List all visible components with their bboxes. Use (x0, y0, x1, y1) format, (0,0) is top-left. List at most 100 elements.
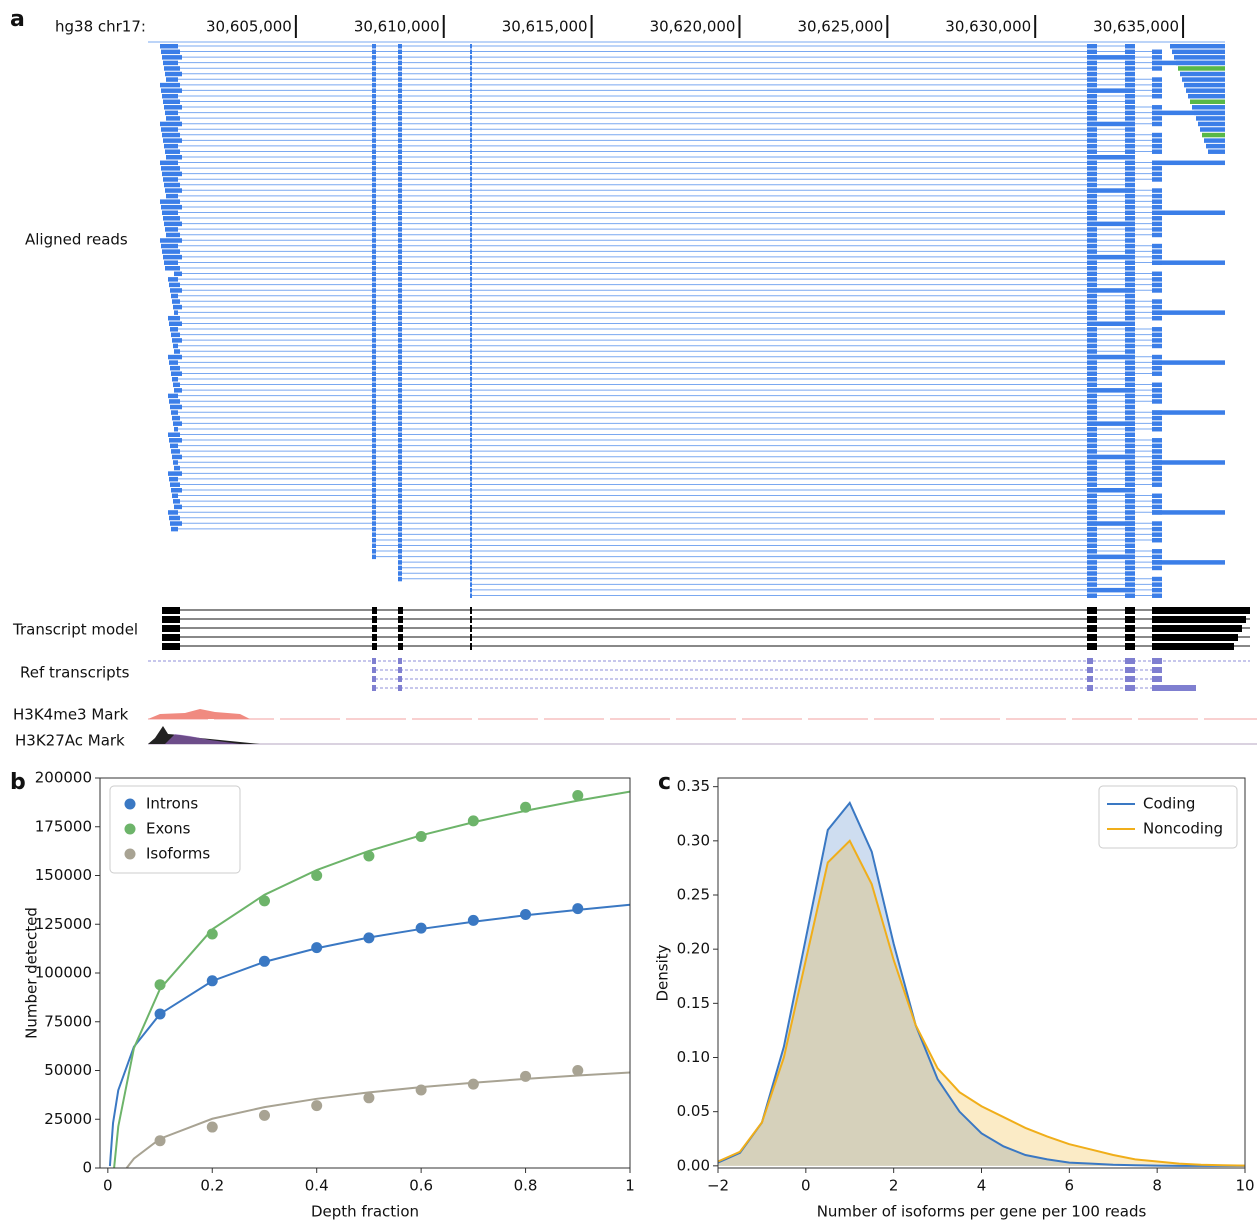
read-exon (398, 255, 402, 260)
read-exon (398, 183, 402, 188)
read-exon (170, 405, 182, 410)
read-exon (398, 577, 402, 582)
read-exon (161, 127, 178, 132)
read-exon (1198, 122, 1225, 127)
read-exon (1152, 133, 1162, 138)
legend-label: Isoforms (146, 845, 210, 863)
read-exon (398, 505, 402, 510)
tm-exon (162, 616, 180, 623)
read-exon (398, 405, 402, 410)
read-exon (1087, 433, 1097, 438)
read-exon (171, 333, 180, 338)
read-exon (1125, 294, 1135, 299)
read-exon (1152, 277, 1162, 282)
read-exon (470, 394, 472, 399)
read-exon (1125, 111, 1135, 116)
read-exon (1087, 233, 1097, 238)
read-exon (398, 133, 402, 138)
read-exon (372, 299, 376, 304)
tm-exon (372, 616, 377, 623)
read-exon (169, 283, 180, 288)
read-exon (166, 194, 178, 199)
read-exon (1125, 266, 1135, 271)
read-exon (1196, 116, 1225, 121)
read-exon (1200, 127, 1225, 132)
read-exon (470, 566, 472, 571)
legend-label: Introns (146, 795, 198, 813)
read-exon (372, 499, 376, 504)
read-exon (1087, 211, 1097, 216)
read-exon (470, 166, 472, 171)
read-exon (1125, 482, 1135, 487)
read-exon (398, 238, 402, 243)
read-exon (1152, 383, 1162, 388)
read-exon (398, 161, 402, 166)
read-exon (470, 188, 472, 193)
read-exon (398, 50, 402, 55)
read-exon (470, 344, 472, 349)
read-exon (1087, 188, 1135, 193)
ref-exon (1087, 667, 1093, 673)
read-exon (1087, 260, 1097, 265)
read-exon (1087, 299, 1097, 304)
data-point (468, 915, 479, 926)
read-exon (1152, 310, 1225, 315)
read-exon (1087, 405, 1097, 410)
x-tick-label: 30,630,000 (945, 18, 1031, 36)
read-exon (1087, 516, 1097, 521)
read-exon (470, 327, 472, 332)
data-point (207, 1122, 218, 1133)
legend-marker (125, 849, 136, 860)
ref-exon (1152, 667, 1162, 673)
read-exon (1087, 544, 1097, 549)
ref-exon (398, 685, 402, 691)
read-exon (163, 177, 178, 182)
read-exon (372, 105, 376, 110)
read-exon (372, 255, 376, 260)
read-exon (470, 471, 472, 476)
read-exon (1087, 494, 1097, 499)
read-exon (1125, 249, 1135, 254)
x-tick-label: 8 (1152, 1177, 1162, 1195)
read-exon (1186, 88, 1225, 93)
read-exon (165, 111, 178, 116)
read-exon (1152, 338, 1162, 343)
tm-exon (1125, 616, 1135, 623)
read-exon (1152, 272, 1162, 277)
data-point (416, 923, 427, 934)
y-tick-label: 150000 (35, 866, 92, 884)
read-exon (372, 527, 376, 532)
read-exon (470, 366, 472, 371)
read-exon (470, 155, 472, 160)
data-point (311, 870, 322, 881)
read-exon (1125, 244, 1135, 249)
read-exon (1125, 161, 1135, 166)
read-exon (169, 360, 178, 365)
read-exon (168, 433, 180, 438)
read-exon (470, 577, 472, 582)
read-exon (470, 555, 472, 560)
y-tick-label: 0.25 (677, 886, 710, 904)
read-exon (372, 455, 376, 460)
tm-exon (162, 643, 180, 650)
read-exon (1152, 588, 1162, 593)
read-exon (470, 288, 472, 293)
read-exon (1087, 322, 1135, 327)
read-exon (398, 44, 402, 49)
read-exon (1087, 349, 1097, 354)
read-exon (372, 88, 376, 93)
read-exon (470, 138, 472, 143)
read-exon (470, 427, 472, 432)
read-exon (174, 427, 178, 432)
read-exon (372, 460, 376, 465)
read-exon (166, 233, 180, 238)
read-exon (398, 233, 402, 238)
read-exon (1087, 593, 1097, 598)
read-exon (1087, 488, 1135, 493)
read-exon (1087, 138, 1097, 143)
y-tick-label: 0.00 (677, 1156, 710, 1174)
read-exon (1152, 172, 1162, 177)
read-exon (1125, 549, 1135, 554)
read-exon (398, 427, 402, 432)
read-exon (1152, 527, 1162, 532)
